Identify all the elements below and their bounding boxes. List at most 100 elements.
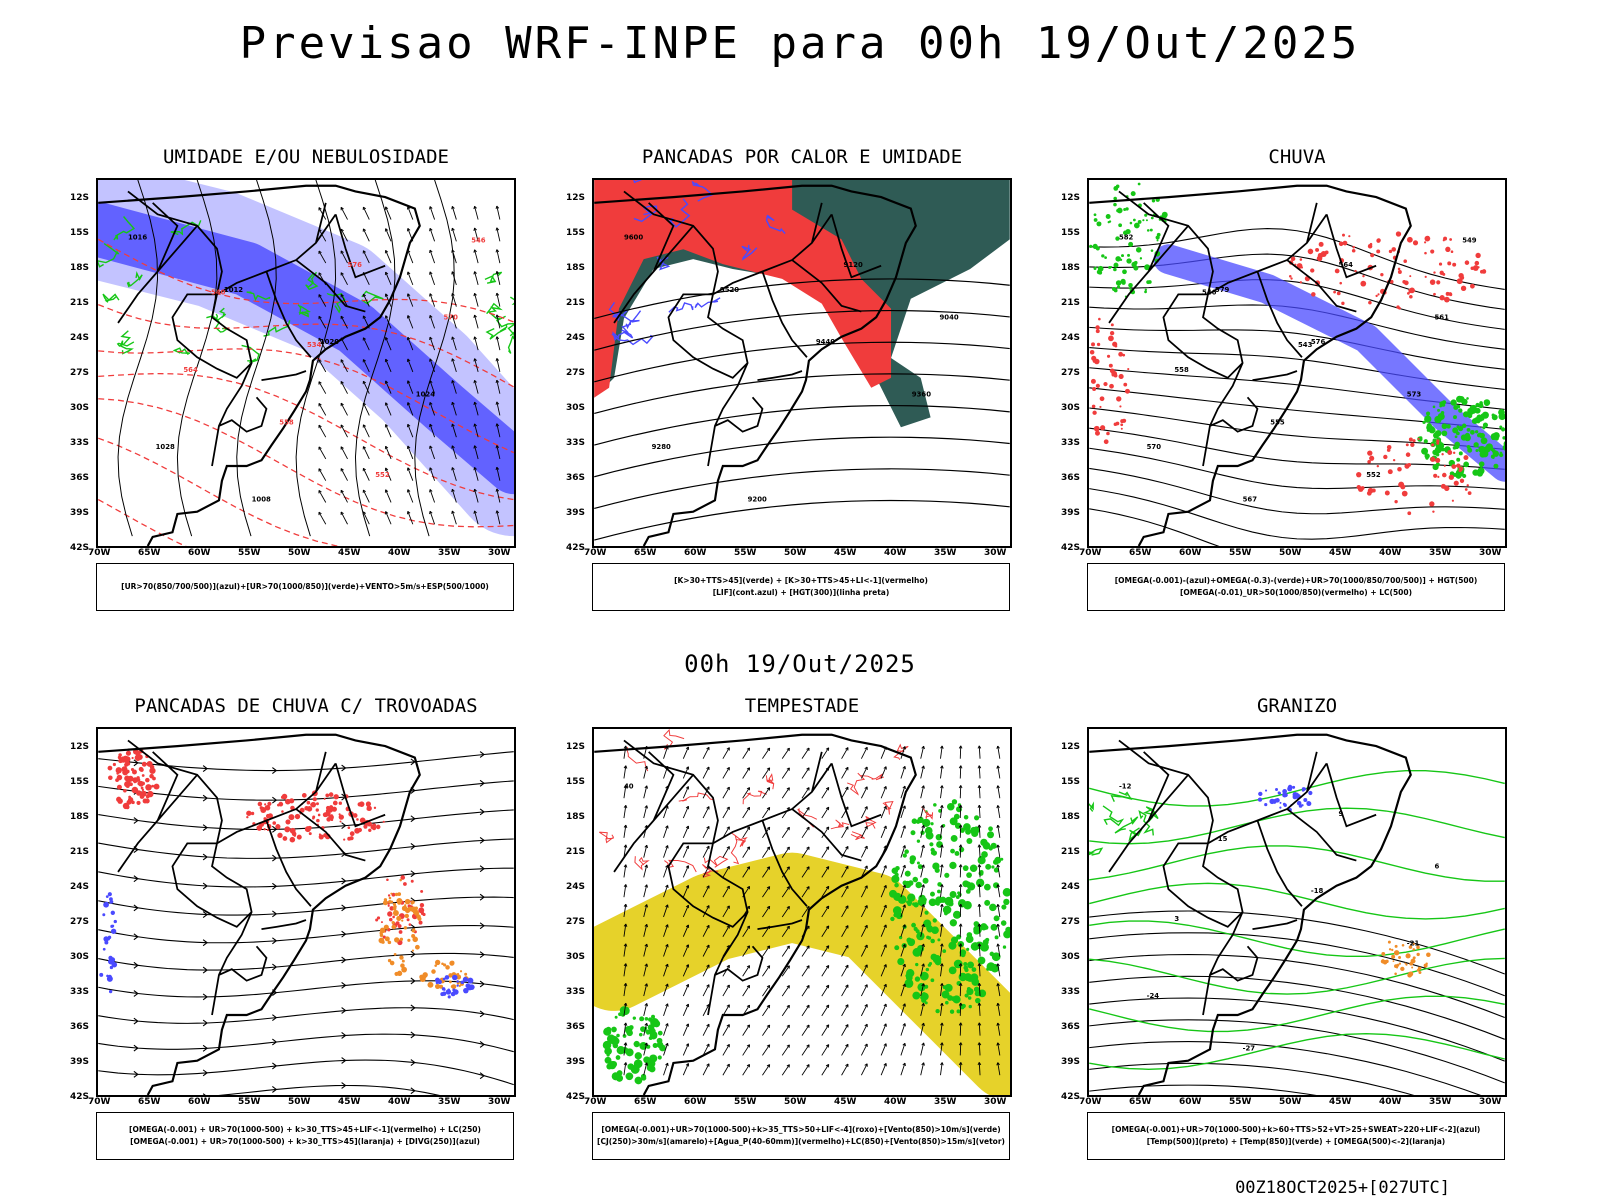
wind-vector	[801, 1004, 810, 1017]
wind-vector	[643, 785, 648, 799]
wind-vector	[407, 293, 414, 307]
wind-vector	[860, 944, 868, 957]
latitude-label: 36S	[1061, 473, 1081, 483]
wind-vector	[362, 511, 370, 525]
wind-vector-head	[706, 746, 710, 751]
contour-line	[594, 278, 1010, 320]
streamline-arrow	[341, 1082, 347, 1089]
wind-vector	[801, 965, 810, 977]
wind-vector-head	[384, 337, 389, 341]
wind-vector-head	[406, 336, 411, 341]
wind-vector	[742, 826, 750, 839]
wind-vector	[362, 293, 370, 307]
wind-vector	[920, 746, 925, 759]
longitude-label: 65W	[634, 548, 657, 558]
wind-vector-head	[921, 824, 925, 829]
wind-vector-head	[766, 787, 771, 791]
wind-vector-head	[996, 943, 1000, 947]
wind-vector	[940, 864, 943, 878]
streamline-arrow	[202, 1019, 208, 1027]
wind-vector	[474, 489, 479, 503]
wind-vector-head	[786, 965, 790, 969]
contour-label: 9	[1339, 810, 1344, 818]
wind-vector-head	[644, 923, 649, 928]
wind-vector-head	[902, 785, 906, 790]
date-subtitle: 00h 19/Out/2025	[684, 650, 916, 678]
wind-vector	[451, 380, 457, 394]
wind-vector-head	[746, 866, 751, 870]
wind-vector-head	[644, 1042, 649, 1046]
wind-vector-head	[362, 467, 367, 472]
wind-vector-head	[902, 746, 906, 750]
wind-vector	[880, 924, 887, 937]
wind-vector	[742, 807, 750, 819]
wind-vector	[722, 786, 730, 799]
wind-vector-head	[958, 1002, 963, 1006]
wind-vector-head	[977, 1062, 982, 1066]
wind-vector	[429, 402, 436, 416]
wind-vector	[722, 1044, 730, 1056]
wind-vector-head	[996, 824, 1000, 829]
wind-vector-head	[706, 845, 710, 850]
wind-vector	[362, 228, 370, 242]
streamline-arrow	[202, 794, 208, 802]
wind-vector-head	[451, 445, 455, 449]
wind-vector-head	[825, 925, 830, 929]
wind-vector-head	[806, 965, 810, 969]
wind-vector-head	[406, 271, 411, 275]
wind-vector	[801, 767, 810, 779]
wind-vector-head	[665, 1023, 669, 1027]
wind-vector	[429, 336, 436, 351]
wind-vector	[920, 1022, 925, 1036]
wind-vector-head	[451, 423, 455, 427]
wind-vector	[860, 1063, 868, 1076]
longitude-label: 35W	[934, 548, 957, 558]
wind-vector	[682, 944, 689, 957]
wind-vector	[340, 250, 348, 264]
wind-vector	[702, 905, 710, 918]
wind-vector	[860, 746, 868, 759]
streamline-arrow	[410, 1031, 416, 1039]
wind-vector-head	[806, 886, 810, 890]
wind-vector-head	[340, 424, 344, 428]
wind-vector	[643, 963, 648, 977]
wind-vector-head	[806, 866, 810, 870]
wind-vector-head	[451, 293, 455, 297]
longitude-label: 30W	[1479, 1097, 1502, 1107]
wind-vector-head	[406, 228, 411, 232]
wind-vector-head	[825, 826, 830, 830]
contour-line	[172, 347, 191, 356]
wind-vector	[821, 886, 830, 898]
latitude-label: 24S	[1061, 333, 1081, 343]
wind-vector-head	[940, 1042, 944, 1046]
wind-vector	[978, 884, 981, 898]
contour-label: 546	[471, 236, 486, 244]
wind-vector	[407, 445, 414, 460]
wind-vector	[801, 1064, 810, 1076]
wind-vector	[407, 206, 414, 220]
wind-vector-head	[451, 358, 455, 362]
wind-vector	[702, 746, 710, 759]
contour-label: 9040	[939, 313, 958, 321]
wind-vector-head	[384, 293, 389, 297]
wind-vector-head	[864, 1063, 868, 1067]
longitude-label: 65W	[634, 1097, 657, 1107]
wind-vector-head	[902, 1062, 906, 1066]
wind-vector	[841, 865, 849, 878]
wind-vector	[474, 445, 479, 460]
wind-vector	[496, 227, 501, 242]
wind-vector	[385, 402, 392, 416]
wind-vector-head	[429, 271, 433, 275]
wind-vector-head	[958, 864, 963, 868]
wind-vector-head	[902, 864, 906, 869]
wind-vector-head	[977, 745, 982, 749]
wind-vector	[385, 489, 392, 503]
wind-vector-head	[940, 903, 944, 908]
wind-vector	[318, 337, 327, 351]
wind-vector-head	[384, 315, 389, 319]
wind-vector	[429, 206, 436, 220]
wind-vector	[362, 206, 370, 220]
wind-vector-head	[685, 766, 690, 770]
wind-vector-head	[746, 1064, 751, 1068]
wind-vector-head	[451, 205, 455, 210]
